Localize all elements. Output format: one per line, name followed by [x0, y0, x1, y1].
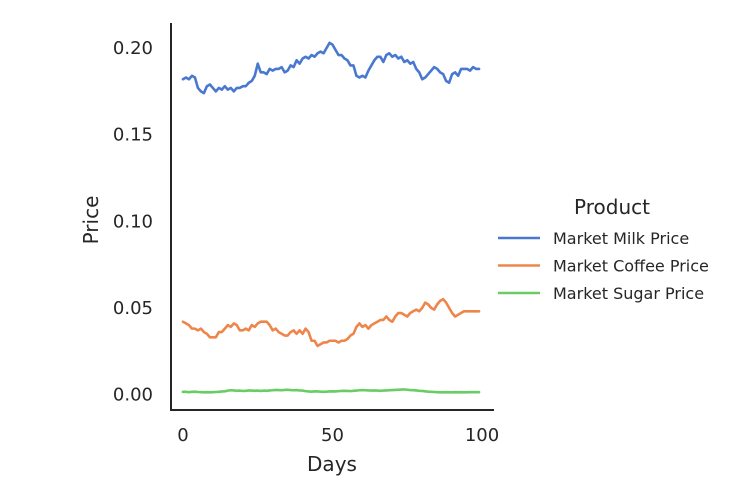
axes	[170, 23, 494, 411]
series-line-market-coffee-price	[181, 297, 481, 348]
y-axis-label: Price	[79, 196, 103, 245]
legend-label: Market Sugar Price	[553, 284, 704, 303]
series-line-market-milk-price	[181, 41, 481, 95]
y-tick-label: 0.00	[113, 384, 153, 405]
x-tick-labels: 0 50 100	[177, 425, 499, 446]
legend-label: Market Milk Price	[553, 229, 689, 248]
y-tick-label: 0.15	[113, 125, 153, 146]
x-tick-label: 0	[177, 425, 188, 446]
legend-title: Product	[574, 195, 650, 219]
series-line-market-sugar-price	[181, 388, 481, 394]
y-tick-label: 0.05	[113, 298, 153, 319]
x-tick-label: 50	[321, 425, 344, 446]
legend-items: Market Milk Price Market Coffee Price Mark…	[498, 229, 709, 303]
y-tick-labels: 0.00 0.05 0.10 0.15 0.20	[113, 38, 153, 405]
legend-label: Market Coffee Price	[553, 257, 709, 276]
y-tick-label: 0.10	[113, 211, 153, 232]
plot-lines	[181, 41, 481, 394]
legend: Product Market Milk Price Market Coffee P…	[498, 195, 709, 303]
y-tick-label: 0.20	[113, 38, 153, 59]
x-axis-label: Days	[307, 452, 357, 476]
x-tick-label: 100	[465, 425, 499, 446]
